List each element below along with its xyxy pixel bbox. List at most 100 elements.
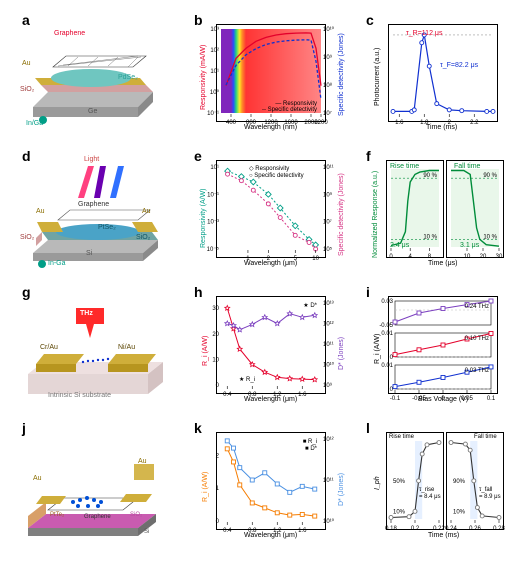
plot-b: 400800120016002000220010⁻¹10⁰10¹10²10³10… [216, 24, 326, 122]
plot-lR-svg: 90%10%τ_fall= 8.9 μs0.240.260.28 [447, 433, 503, 529]
svg-text:0.2: 0.2 [411, 526, 420, 532]
plot-lL-svg: 50%10%τ_rise= 8.4 μs0.180.20.22 [387, 433, 443, 529]
svg-text:10⁹: 10⁹ [323, 54, 333, 61]
lbl-light: Light [84, 156, 99, 163]
svg-text:0.24 THz: 0.24 THz [465, 304, 489, 310]
ylabel: R_i (A/W) [374, 334, 381, 364]
svg-text:τ_rise: τ_rise [419, 487, 435, 493]
annot-fall: τ_F=82.2 μs [440, 62, 478, 69]
svg-text:4: 4 [409, 254, 413, 260]
svg-text:0.01: 0.01 [381, 363, 393, 369]
ylabel-r: Specific detectivity (Jones) [338, 173, 345, 256]
svg-text:10⁻¹: 10⁻¹ [207, 111, 219, 117]
svg-text:10⁷: 10⁷ [323, 219, 332, 226]
panel-label: c [366, 12, 374, 28]
svg-text:10⁻⁵: 10⁻⁵ [207, 246, 220, 253]
panel-c: c 1.61.822.2 Photocurrent (a.u.) Time (m… [362, 12, 512, 140]
svg-text:0.28: 0.28 [493, 526, 505, 532]
svg-text:★ D*: ★ D* [303, 302, 317, 309]
svg-text:90 %: 90 % [423, 173, 437, 179]
panel-f: f 90 %10 %048 90 %10 %102030 Normalized … [362, 148, 512, 276]
panel-label: h [194, 284, 203, 300]
svg-text:0: 0 [216, 383, 220, 389]
svg-text:0.4: 0.4 [223, 392, 232, 398]
svg-text:■ D*: ■ D* [305, 446, 318, 452]
lbl-pdse2: PdSe₂ [118, 74, 138, 81]
lbl-si: Si [86, 250, 92, 257]
svg-text:10¹⁰: 10¹⁰ [323, 518, 335, 525]
plot-c-svg: 1.61.822.2 [389, 25, 497, 121]
ylabel: Photocurrent (a.u.) [374, 48, 381, 106]
svg-text:10%: 10% [393, 509, 406, 515]
svg-text:10⁵: 10⁵ [323, 246, 333, 253]
svg-text:10¹: 10¹ [210, 69, 219, 75]
ylabel: Normalized Response (a.u.) [372, 171, 379, 258]
panel-k: k 0.40.81.21.601210¹⁰10¹¹10¹²■ R_i■ D* R… [190, 420, 340, 548]
lbl-thz: THz [80, 310, 93, 317]
svg-text:20: 20 [480, 254, 487, 260]
ylabel-l: R_i (A/W) [202, 472, 209, 502]
panel-g: g THz Cr/Au Ni/Au Intrinsic Si substrate [18, 284, 168, 412]
xlabel: Bias Voltage (V) [418, 396, 468, 403]
svg-text:10⁹: 10⁹ [323, 191, 333, 198]
xlabel: Wavelength (μm) [244, 396, 297, 403]
svg-text:10⁷: 10⁷ [323, 110, 332, 117]
xlabel: Time (ms) [428, 532, 459, 539]
plot-e-svg: 1251010⁻⁵10⁻³10⁻¹10¹10⁵10⁷10⁹10¹¹◇ Respo… [217, 161, 325, 257]
ylabel-r: Specific detectivity (Jones) [338, 33, 345, 116]
svg-text:0.18: 0.18 [385, 526, 397, 532]
svg-text:10¹³: 10¹³ [323, 301, 334, 307]
plot-k: 0.40.81.21.601210¹⁰10¹¹10¹²■ R_i■ D* [216, 432, 326, 530]
svg-text:-- Specific detectivity: -- Specific detectivity [262, 107, 317, 113]
svg-text:2200: 2200 [314, 120, 328, 126]
svg-text:90%: 90% [453, 479, 466, 485]
svg-text:90 %: 90 % [483, 173, 497, 179]
svg-text:◇ Responsivity: ◇ Responsivity [249, 166, 289, 172]
panel-l: l 50%10%τ_rise= 8.4 μs0.180.20.22 90%10%… [362, 420, 512, 548]
svg-text:20: 20 [212, 332, 219, 338]
svg-text:10: 10 [212, 357, 219, 363]
svg-text:2: 2 [216, 453, 220, 459]
plot-b-svg: 400800120016002000220010⁻¹10⁰10¹10²10³10… [217, 25, 325, 121]
lbl-si: Si [144, 529, 149, 535]
fall-title: Fall time [454, 163, 480, 170]
svg-text:0.1: 0.1 [487, 396, 496, 402]
lbl-sio2: SiO₂ [130, 512, 142, 518]
svg-text:10¹²: 10¹² [323, 437, 334, 443]
panel-j: j Au Au PtTe₂ Graphene SiO₂ Si [18, 420, 168, 548]
lbl-sio22: SiO₂ [20, 234, 34, 241]
svg-text:10: 10 [312, 256, 319, 262]
svg-text:0.01: 0.01 [381, 331, 393, 337]
lbl-ptte2: PtTe₂ [50, 512, 64, 518]
lbl-ptse2: PtSe₂ [98, 224, 116, 231]
svg-text:10¹¹: 10¹¹ [323, 478, 334, 484]
svg-text:10⁰: 10⁰ [210, 89, 220, 96]
lbl-sio2: SiO₂ [20, 86, 34, 93]
lbl-crau: Cr/Au [40, 344, 58, 351]
plot-h-svg: 0.40.81.21.6010203010⁹10¹⁰10¹¹10¹²10¹³★ … [217, 297, 325, 393]
plot-l-right: 90%10%τ_fall= 8.9 μs0.240.260.28 [446, 432, 504, 530]
svg-text:0.03: 0.03 [381, 299, 393, 305]
svg-text:■ R_i: ■ R_i [303, 439, 317, 445]
plot-c: 1.61.822.2 [388, 24, 498, 122]
lbl-au1: Au [36, 208, 45, 215]
lbl-au2: Au [138, 458, 147, 465]
svg-text:10¹¹: 10¹¹ [323, 165, 334, 171]
lbl-graphene: Graphene [84, 514, 111, 520]
svg-text:τ_fall: τ_fall [479, 487, 492, 493]
figure-panel-grid: { "layout":{ "row_tops":[12,148,284,420]… [0, 0, 519, 566]
svg-text:1.6: 1.6 [298, 528, 307, 534]
svg-text:10¹: 10¹ [210, 165, 219, 171]
ylabel-l: Responsivity (A/W) [200, 188, 207, 248]
panel-a: a Graphene Au SiO₂ In/Ga PdSe₂ Ge [18, 12, 168, 140]
svg-text:= 8.9 μs: = 8.9 μs [479, 494, 501, 500]
lbl-niau: Ni/Au [118, 344, 135, 351]
panel-label: f [366, 148, 371, 164]
svg-text:○ Specific detectivity: ○ Specific detectivity [249, 173, 304, 179]
plot-l-left: 50%10%τ_rise= 8.4 μs0.180.20.22 [386, 432, 444, 530]
svg-text:10⁹: 10⁹ [323, 382, 333, 389]
svg-text:30: 30 [496, 254, 503, 260]
plot-i: 0.24 THz-0.050.030.10 THz00.010.03 THz00… [388, 296, 498, 394]
panel-label: k [194, 420, 202, 436]
panel-label: b [194, 12, 203, 28]
